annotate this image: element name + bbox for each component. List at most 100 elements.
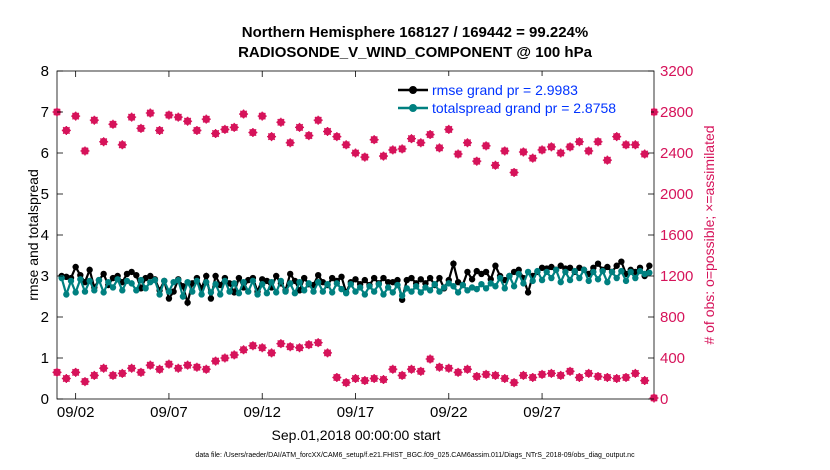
totalspread-point	[240, 278, 247, 286]
obs-marker-cross	[145, 360, 155, 370]
obs-assimilated-point	[257, 343, 267, 353]
obs-assimilated-point	[462, 364, 472, 374]
y-tick-label: 2	[41, 309, 49, 326]
totalspread-point	[175, 276, 182, 284]
obs-marker-cross	[201, 364, 211, 374]
obs-marker-cross	[602, 155, 612, 165]
obs-possible-point	[173, 112, 183, 122]
obs-marker-cross	[52, 367, 62, 377]
obs-marker-cross	[360, 376, 370, 386]
totalspread-point	[277, 277, 285, 285]
obs-possible-point	[621, 140, 631, 150]
obs-marker-cross	[201, 114, 211, 124]
totalspread-point	[86, 277, 93, 285]
rmse-point	[207, 295, 215, 302]
rmse-point	[468, 276, 476, 283]
rmse-point	[203, 272, 210, 280]
legend-box	[396, 76, 651, 118]
rmse-point	[464, 268, 471, 276]
obs-possible-point	[164, 110, 174, 120]
totalspread-point	[487, 280, 494, 287]
obs-possible-point	[481, 141, 491, 151]
obs-assimilated-point	[89, 370, 99, 380]
obs-assimilated-point	[593, 371, 603, 381]
obs-marker-cross	[108, 370, 118, 380]
y-tick-label: 1	[41, 350, 49, 367]
legend: rmse grand pr = 2.9983 totalspread grand …	[396, 76, 651, 118]
totalspread-point	[492, 283, 499, 290]
y2-axis-label: # of obs: o=possible; ×=assimilated	[701, 125, 717, 344]
totalspread-point	[627, 268, 634, 276]
y2-tick-label: 400	[660, 350, 685, 367]
obs-marker-cross	[425, 354, 435, 364]
obs-possible-point	[490, 160, 500, 170]
totalspread-point	[137, 276, 145, 284]
rmse-point	[557, 262, 564, 269]
legend-totalspread-marker	[409, 104, 417, 112]
obs-assimilated-point	[490, 370, 500, 380]
totalspread-point	[77, 276, 84, 283]
totalspread-point	[543, 268, 550, 276]
totalspread-point	[245, 288, 252, 295]
obs-marker-cross	[397, 144, 407, 154]
obs-assimilated-point	[248, 341, 258, 351]
obs-marker-cross	[145, 108, 155, 118]
totalspread-point	[221, 277, 229, 285]
totalspread-point	[282, 288, 289, 295]
obs-possible-point	[332, 132, 342, 142]
totalspread-point	[445, 280, 452, 287]
obs-marker-cross	[127, 363, 137, 373]
rmse-point	[314, 271, 322, 279]
rmse-point	[618, 258, 625, 265]
totalspread-point	[114, 276, 121, 283]
totalspread-point	[417, 289, 424, 296]
totalspread-point	[338, 285, 345, 293]
obs-marker-cross	[640, 149, 650, 159]
totalspread-point	[389, 289, 397, 296]
obs-marker-cross	[416, 366, 426, 376]
obs-marker-cross	[546, 368, 556, 378]
obs-possible-point	[145, 108, 155, 118]
obs-possible-point	[640, 149, 650, 159]
obs-marker-cross	[444, 363, 454, 373]
totalspread-point	[105, 278, 112, 286]
obs-marker-cross	[257, 111, 267, 121]
obs-marker-cross	[574, 137, 584, 147]
obs-assimilated-point	[341, 378, 351, 388]
totalspread-point	[356, 284, 364, 291]
obs-marker-cross	[304, 131, 314, 141]
totalspread-point	[156, 291, 163, 298]
obs-assimilated-point	[537, 369, 547, 379]
obs-possible-point	[406, 134, 416, 144]
obs-marker-cross	[537, 369, 547, 379]
obs-marker-cross	[211, 356, 221, 366]
rmse-point	[338, 273, 345, 281]
chart-title: Northern Hemisphere 168127 / 169442 = 99…	[241, 24, 589, 41]
obs-marker-cross	[500, 146, 510, 156]
plot-frame	[56, 70, 655, 400]
obs-assimilated-point	[444, 363, 454, 373]
totalspread-point	[184, 278, 191, 286]
totalspread-point	[604, 278, 611, 286]
totalspread-point	[161, 277, 168, 285]
obs-possible-point	[239, 109, 249, 119]
obs-marker-cross	[192, 362, 202, 372]
y-tick-label: 3	[41, 268, 49, 285]
totalspread-point	[366, 283, 373, 290]
obs-possible-point	[295, 122, 305, 132]
obs-possible-point	[257, 111, 267, 121]
obs-possible-point	[369, 135, 379, 145]
footer-data-file: data file: /Users/raeder/DAI/ATM_forcXX/…	[195, 452, 635, 459]
totalspread-point	[259, 281, 266, 288]
rmse-point	[566, 264, 574, 271]
totalspread-point	[296, 278, 303, 286]
y-tick-label: 5	[41, 186, 49, 203]
obs-assimilated-point	[220, 353, 230, 363]
y2-tick-label: 3200	[660, 63, 693, 80]
totalspread-point	[464, 287, 471, 294]
obs-marker-cross	[248, 341, 258, 351]
obs-marker-cross	[453, 149, 463, 159]
obs-marker-cross	[229, 350, 239, 360]
obs-possible-point	[472, 156, 482, 166]
obs-marker-cross	[220, 124, 230, 134]
